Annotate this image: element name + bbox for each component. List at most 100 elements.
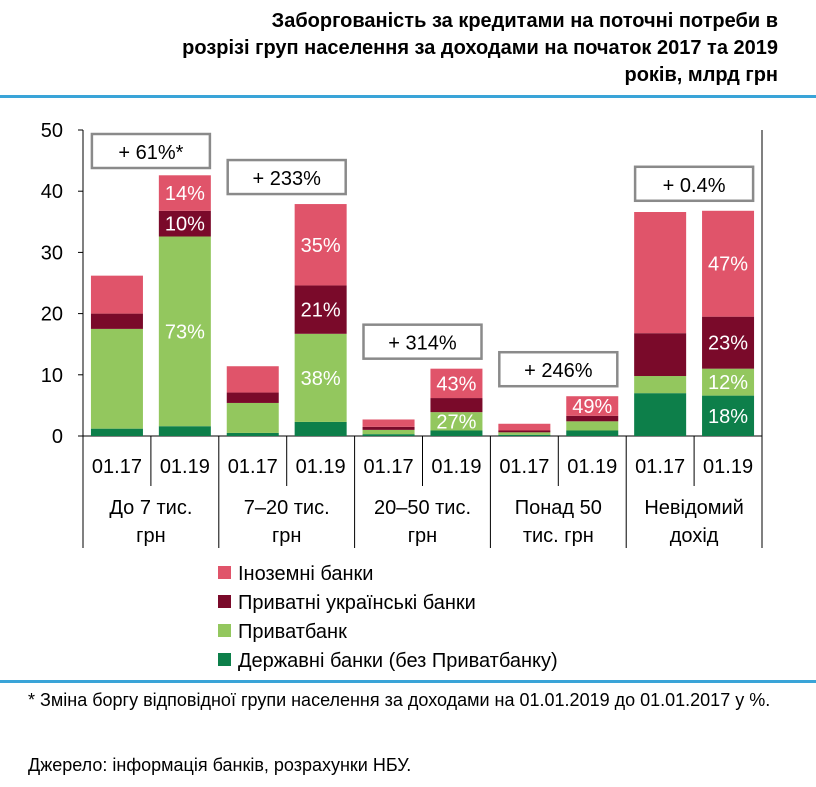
chart-title: Заборгованість за кредитами на поточні п… <box>18 8 778 89</box>
source-note: Джерело: інформація банків, розрахунки Н… <box>28 755 412 775</box>
y-tick-label: 50 <box>41 120 63 142</box>
chart-title-line: Заборгованість за кредитами на поточні п… <box>271 10 778 32</box>
bar-segment <box>226 402 279 433</box>
change-annotation-box <box>362 323 483 360</box>
bar-segment <box>430 398 483 413</box>
footnote: * Зміна боргу відповідної групи населенн… <box>28 690 771 710</box>
x-tick-label: 01.19 <box>431 456 481 478</box>
change-annotation-label: + 314% <box>388 333 457 355</box>
bar-segment <box>158 210 211 237</box>
y-tick-label: 30 <box>41 242 63 264</box>
bar-segment <box>90 328 143 429</box>
bar-segment <box>362 419 415 427</box>
bar-segment <box>566 396 619 416</box>
change-annotation-box <box>633 165 755 203</box>
bar-segment <box>498 432 551 435</box>
bar-segment <box>226 432 279 436</box>
category-label: 7–20 тис. <box>244 497 330 519</box>
legend-swatch <box>218 595 231 608</box>
bar-percent-label: 23% <box>708 333 748 355</box>
bar-percent-label: 10% <box>165 214 205 236</box>
bar-segment <box>158 236 211 427</box>
bar-segment <box>634 393 687 436</box>
category-label: грн <box>136 525 165 547</box>
change-annotation-label: + 233% <box>253 168 322 190</box>
bar-segment <box>430 430 483 436</box>
legend-label: Державні банки (без Приватбанку) <box>238 650 558 672</box>
bar-segment <box>362 434 415 436</box>
bar-percent-label: 27% <box>436 411 476 433</box>
bar-segment <box>430 412 483 431</box>
change-annotation-box <box>90 132 212 170</box>
bar-percent-label: 38% <box>301 368 341 390</box>
x-tick-label: 01.17 <box>364 456 414 478</box>
bar-segment <box>498 423 551 431</box>
bar-segment <box>702 210 755 317</box>
bottom-divider <box>0 680 816 683</box>
legend-swatch <box>218 653 231 666</box>
legend-swatch <box>218 624 231 637</box>
change-annotation-label: + 61%* <box>118 142 183 164</box>
category-label: Невідомий <box>644 497 744 519</box>
x-tick-label: 01.19 <box>567 456 617 478</box>
x-tick-label: 01.17 <box>228 456 278 478</box>
bar-segment <box>90 428 143 436</box>
category-label: Понад 50 <box>515 497 602 519</box>
bar-segment <box>90 275 143 314</box>
legend-label: Приватні українські банки <box>238 592 476 614</box>
bar-segment <box>158 426 211 436</box>
category-label: До 7 тис. <box>109 497 192 519</box>
bar-percent-label: 43% <box>436 373 476 395</box>
change-annotation-label: + 246% <box>524 360 593 382</box>
bar-segment <box>362 429 415 435</box>
bar-segment <box>702 368 755 396</box>
bar-segment <box>362 426 415 430</box>
category-label: 20–50 тис. <box>374 497 471 519</box>
bar-percent-label: 18% <box>708 406 748 428</box>
category-label: тис. грн <box>523 525 594 547</box>
legend-label: Іноземні банки <box>238 563 373 585</box>
change-annotation-box <box>498 350 619 388</box>
y-tick-label: 0 <box>52 426 63 448</box>
top-divider <box>0 95 816 98</box>
category-label: дохід <box>670 525 719 547</box>
x-tick-label: 01.19 <box>703 456 753 478</box>
change-annotation-box <box>226 158 347 196</box>
bar-percent-label: 73% <box>165 321 205 343</box>
bar-segment <box>226 392 279 403</box>
bar-segment <box>430 368 483 399</box>
change-annotation-label: + 0.4% <box>663 175 726 197</box>
x-tick-label: 01.17 <box>635 456 685 478</box>
bar-percent-label: 47% <box>708 254 748 276</box>
bar-percent-label: 35% <box>301 235 341 257</box>
y-tick-label: 10 <box>41 365 63 387</box>
chart-title-line: років, млрд грн <box>624 64 778 86</box>
bar-segment <box>294 333 347 422</box>
stacked-bar-chart: 0 10 20 30 40 50 01.17 73% 10% 14% 01.19 До 7 тис. г… <box>41 120 763 672</box>
x-tick-label: 01.17 <box>92 456 142 478</box>
y-tick-label: 20 <box>41 304 63 326</box>
bar-percent-label: 14% <box>165 183 205 205</box>
legend-label: Приватбанк <box>238 621 347 643</box>
bar-segment <box>498 430 551 433</box>
bar-segment <box>158 175 211 211</box>
y-tick-label: 40 <box>41 181 63 203</box>
bar-segment <box>566 421 619 431</box>
bar-segment <box>634 333 687 377</box>
bar-percent-label: 21% <box>301 300 341 322</box>
bar-percent-label: 49% <box>572 396 612 418</box>
x-tick-label: 01.19 <box>296 456 346 478</box>
bar-segment <box>294 285 347 334</box>
bar-segment <box>90 313 143 329</box>
category-label: грн <box>408 525 437 547</box>
bar-segment <box>634 376 687 394</box>
legend-swatch <box>218 566 231 579</box>
chart-title-line: розрізі груп населення за доходами на по… <box>182 37 778 59</box>
bar-segment <box>294 204 347 286</box>
bar-segment <box>702 316 755 369</box>
x-tick-label: 01.19 <box>160 456 210 478</box>
bar-segment <box>226 366 279 393</box>
bar-segment <box>498 434 551 436</box>
bar-percent-label: 12% <box>708 372 748 394</box>
bar-segment <box>566 430 619 436</box>
